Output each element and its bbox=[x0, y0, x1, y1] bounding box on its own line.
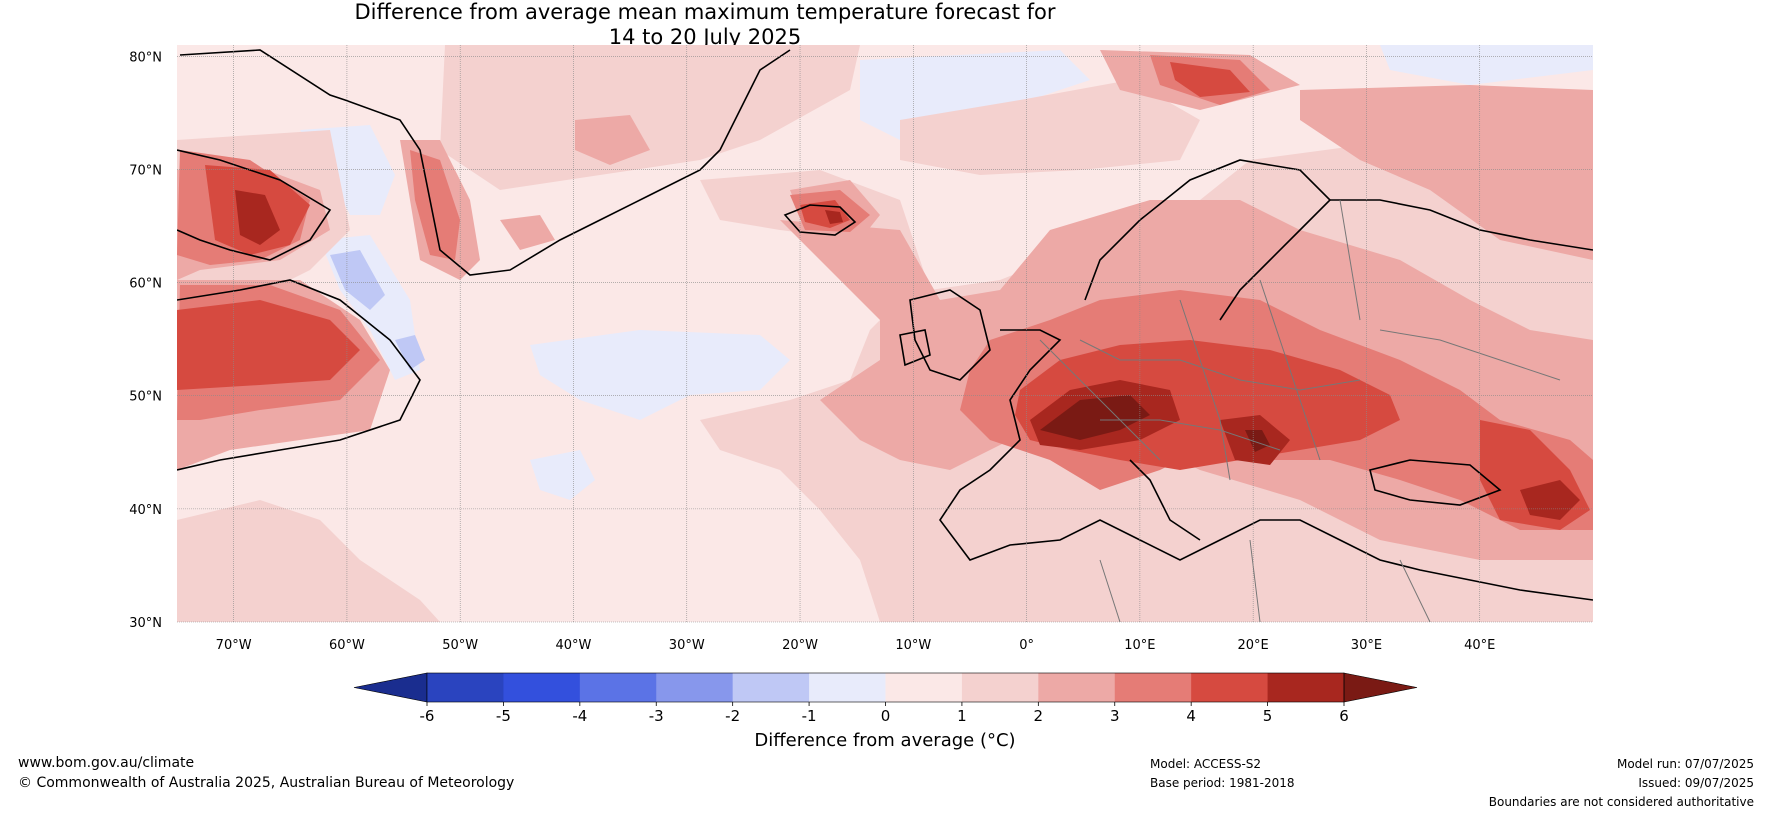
colorbar-tick-label: 5 bbox=[1263, 707, 1273, 725]
colorbar-segment bbox=[656, 673, 734, 702]
colorbar-segment bbox=[961, 673, 1039, 702]
baffin-coast bbox=[177, 149, 332, 261]
colorbar-segment bbox=[579, 673, 657, 702]
latitude-label: 40°N bbox=[129, 503, 162, 518]
model-name: Model: ACCESS-S2 bbox=[1150, 757, 1262, 771]
map-field bbox=[177, 45, 1593, 622]
latitude-label: 50°N bbox=[129, 390, 162, 405]
longitude-label: 10°E bbox=[1124, 638, 1155, 653]
western-europe-coast bbox=[939, 329, 1593, 601]
greenland-coast bbox=[179, 49, 791, 276]
colorbar-tick-label: -4 bbox=[572, 707, 587, 725]
colorbar-segment bbox=[427, 673, 504, 702]
base-period: Base period: 1981-2018 bbox=[1150, 776, 1295, 790]
colorbar: -6 -5 -4 -3 -2 -1 0 1 2 3 4 5 6 bbox=[353, 672, 1418, 725]
arctic-russia-coast bbox=[1330, 199, 1593, 251]
longitude-label: 60°W bbox=[329, 638, 365, 653]
colorbar-tick-label: 1 bbox=[957, 707, 967, 725]
chart-title: Difference from average mean maximum tem… bbox=[0, 0, 1410, 50]
copyright: © Commonwealth of Australia 2025, Austra… bbox=[18, 775, 515, 791]
longitude-label: 40°E bbox=[1464, 638, 1495, 653]
longitude-label: 50°W bbox=[442, 638, 478, 653]
latitude-label: 80°N bbox=[129, 50, 162, 65]
colorbar-tick-label: -6 bbox=[420, 707, 435, 725]
colorbar-segment bbox=[1267, 673, 1345, 702]
longitude-label: 70°W bbox=[216, 638, 252, 653]
ireland-coast bbox=[899, 329, 931, 367]
site-url: www.bom.gov.au/climate bbox=[18, 755, 195, 771]
colorbar-segment bbox=[732, 673, 810, 702]
longitude-label: 20°E bbox=[1238, 638, 1269, 653]
latitude-labels: 80°N 70°N 60°N 50°N 40°N 30°N bbox=[129, 50, 162, 631]
anomaly-warm-6 bbox=[1040, 395, 1270, 452]
longitude-label: 20°W bbox=[782, 638, 818, 653]
colorbar-segment bbox=[503, 673, 581, 702]
colorbar-tick-label: -5 bbox=[496, 707, 511, 725]
colorbar-tick-label: 0 bbox=[881, 707, 891, 725]
colorbar-segment bbox=[885, 673, 963, 702]
colorbar-segment bbox=[1114, 673, 1192, 702]
longitude-label: 10°W bbox=[895, 638, 931, 653]
colorbar-tick-label: 2 bbox=[1034, 707, 1044, 725]
colorbar-segment bbox=[1191, 673, 1269, 702]
colorbar-label: Difference from average (°C) bbox=[754, 730, 1015, 751]
longitude-label: 30°E bbox=[1351, 638, 1382, 653]
model-run: Model run: 07/07/2025 bbox=[1616, 757, 1754, 771]
boundaries-disclaimer: Boundaries are not considered authoritat… bbox=[1488, 795, 1754, 809]
latitude-label: 70°N bbox=[129, 163, 162, 178]
issued-date: Issued: 09/07/2025 bbox=[1638, 776, 1754, 790]
longitude-label: 30°W bbox=[669, 638, 705, 653]
anomaly-cool-areas-2 bbox=[330, 250, 425, 370]
colorbar-tick-label: -3 bbox=[649, 707, 664, 725]
latitude-label: 60°N bbox=[129, 277, 162, 292]
graticule bbox=[177, 45, 1593, 623]
colorbar-extend-high bbox=[1343, 672, 1418, 703]
colorbar-segment bbox=[1038, 673, 1116, 702]
longitude-labels: 70°W 60°W 50°W 40°W 30°W 20°W 10°W 0° 10°E 20°E 30… bbox=[216, 638, 1496, 653]
colorbar-segment bbox=[809, 673, 886, 702]
longitude-label: 40°W bbox=[556, 638, 592, 653]
country-borders bbox=[1039, 199, 1561, 622]
colorbar-tick-label: -2 bbox=[725, 707, 740, 725]
britain-coast bbox=[909, 289, 991, 381]
colorbar-extend-low bbox=[353, 672, 428, 703]
labrador-coast bbox=[177, 279, 421, 471]
colorbar-tick-label: 6 bbox=[1339, 707, 1349, 725]
title-line-1: Difference from average mean maximum tem… bbox=[354, 0, 1056, 24]
coastlines bbox=[177, 49, 1593, 601]
colorbar-tick-label: 3 bbox=[1110, 707, 1120, 725]
latitude-label: 30°N bbox=[129, 616, 162, 631]
colorbar-tick-label: -1 bbox=[802, 707, 817, 725]
scandinavia-coast bbox=[1084, 159, 1332, 321]
longitude-label: 0° bbox=[1019, 638, 1034, 653]
colorbar-tick-label: 4 bbox=[1186, 707, 1196, 725]
